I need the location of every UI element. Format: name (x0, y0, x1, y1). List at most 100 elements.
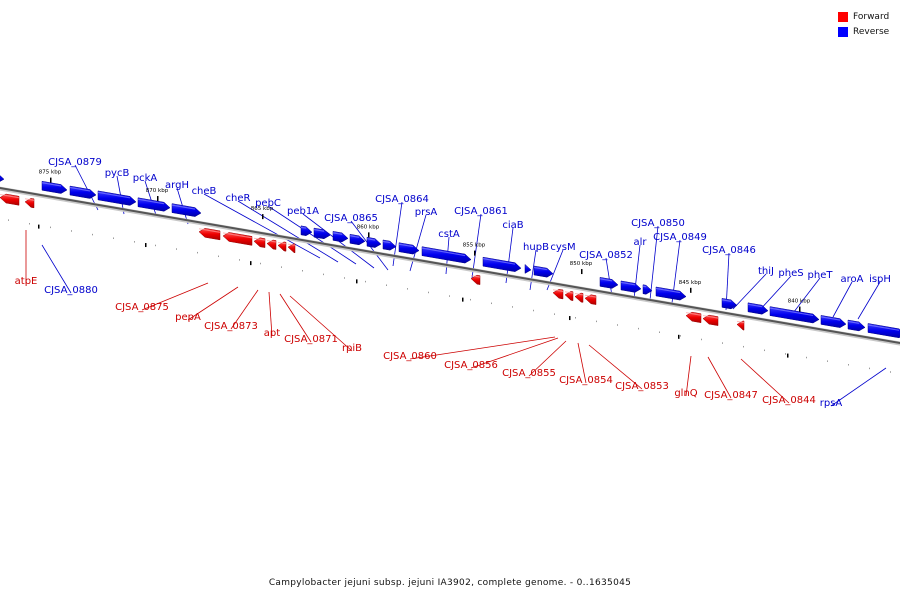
genome-axis (0, 186, 900, 373)
gene-arrow-atpE-a (0, 193, 20, 206)
tick-mark (50, 177, 52, 183)
gene-arrow-CJSA_0861 (482, 256, 522, 272)
map-caption: Campylobacter jejuni subsp. jejuni IA390… (268, 578, 632, 588)
gene-label-cstA: cstA (438, 229, 460, 240)
gene-label-CJSA_0850: CJSA_0850 (631, 218, 685, 229)
gene-arrow-CJSA_0879 (41, 180, 68, 194)
gene-label-CJSA_0844: CJSA_0844 (762, 395, 816, 406)
gene-label-CJSA_0846: CJSA_0846 (702, 245, 756, 256)
gene-arrow-CJSA_0844 (736, 320, 745, 331)
tick-mark (474, 250, 476, 256)
gene-arrow-glnQ (685, 311, 702, 324)
legend: Forward Reverse (838, 9, 889, 39)
leader-line (857, 281, 881, 320)
gene-label-argH: argH (165, 180, 189, 191)
gene-label-cysM: cysM (550, 242, 575, 253)
gene-label-cheB: cheB (192, 186, 217, 197)
leader-line (707, 356, 732, 399)
leader-line (832, 281, 853, 318)
leader-line (685, 355, 692, 397)
gene-label-CJSA_0847: CJSA_0847 (704, 390, 758, 401)
tick-mark (581, 269, 583, 275)
gene-arrow-apt (266, 239, 277, 250)
gene-label-CJSA_0854: CJSA_0854 (559, 375, 613, 386)
legend-reverse-label: Reverse (853, 26, 890, 37)
leader-line (471, 213, 482, 279)
leader-line (141, 282, 209, 311)
tick-mark-lower (356, 279, 358, 284)
gene-label-pheS: pheS (778, 268, 803, 279)
tick-label: 840 kbp (788, 299, 811, 305)
tick-mark (368, 232, 370, 238)
tick-mark-lower (787, 353, 789, 358)
gene-label-pckA: pckA (133, 173, 158, 184)
gene-arrow-prsA (398, 242, 420, 255)
gene-arrow-cstA (421, 246, 472, 264)
gene-arrow-CJSA_0852 (599, 277, 619, 289)
gene-arrow-CJSA_0853 (584, 294, 597, 305)
gene-label-CJSA_0871: CJSA_0871 (284, 334, 338, 345)
gene-arrow-rpiB (287, 243, 296, 254)
gene-label-prsA: prsA (415, 207, 438, 218)
gene-arrow-pheS (769, 306, 820, 324)
legend-forward-label: Forward (853, 11, 890, 22)
tick-mark-lower (250, 261, 252, 266)
gene-arrow-cheB (300, 225, 313, 236)
gene-label-apt: apt (264, 328, 280, 339)
tick-mark-lower (38, 224, 40, 229)
gene-label-pebC: pebC (255, 198, 281, 209)
tick-mark (690, 287, 692, 293)
tick-mark-lower (569, 316, 571, 321)
tick-mark (262, 214, 264, 220)
leader-line (757, 275, 792, 313)
gene-arrow-CJSA_0875 (198, 228, 221, 241)
leader-line (144, 180, 157, 216)
gene-arrow-CJSA_0847 (702, 314, 719, 326)
gene-label-CJSA_0852: CJSA_0852 (579, 250, 633, 261)
tick-label: 850 kbp (570, 261, 593, 267)
gene-label-CJSA_0864: CJSA_0864 (375, 194, 429, 205)
gene-label-hupB: hupB (523, 242, 549, 253)
gene-label-CJSA_0855: CJSA_0855 (502, 368, 556, 379)
gene-arrow-CJSA_0855 (564, 291, 574, 301)
gene-label-CJSA_0873: CJSA_0873 (204, 321, 258, 332)
gene-label-CJSA_0856: CJSA_0856 (444, 360, 498, 371)
gene-arrow-pebC (332, 231, 349, 243)
gene-label-CJSA_0875: CJSA_0875 (115, 302, 169, 313)
tick-label: 845 kbp (679, 280, 702, 286)
leader-line (732, 273, 767, 310)
gene-label-ciaB: ciaB (502, 220, 523, 231)
leader-line (505, 227, 514, 284)
leader-line (230, 289, 259, 330)
leader-line (740, 358, 790, 404)
tick-label: 860 kbp (357, 224, 380, 230)
gene-label-CJSA_0860: CJSA_0860 (383, 351, 437, 362)
gene-arrow-alr (620, 280, 642, 293)
gene-arrow-aroA (847, 319, 866, 332)
gene-arrow-CJSA_0846 (721, 298, 738, 310)
gene-arrow-CJSA_0864 (382, 239, 397, 251)
tick-mark (799, 306, 801, 312)
leader-line (187, 286, 239, 321)
gene-arrow-CJSA_0880 (0, 175, 5, 182)
gene-features (0, 175, 900, 339)
leader-line (529, 249, 537, 291)
leader-line (588, 344, 643, 390)
leader-line (789, 277, 821, 318)
gene-arrow-argH (171, 203, 202, 217)
gene-arrow-pckA (137, 197, 171, 212)
legend-reverse: Reverse (838, 24, 889, 39)
leader-line (268, 291, 273, 337)
tick-mark-lower (678, 334, 680, 339)
gene-arrow-hupB (533, 265, 554, 278)
legend-forward: Forward (838, 9, 889, 24)
leader-line (470, 337, 559, 369)
gene-label-CJSA_0861: CJSA_0861 (454, 206, 508, 217)
tick-mark-lower (462, 297, 464, 302)
leader-line (267, 205, 357, 265)
leader-line (605, 257, 613, 297)
gene-label-CJSA_0849: CJSA_0849 (653, 232, 707, 243)
gene-label-thiJ: thiJ (758, 266, 774, 277)
